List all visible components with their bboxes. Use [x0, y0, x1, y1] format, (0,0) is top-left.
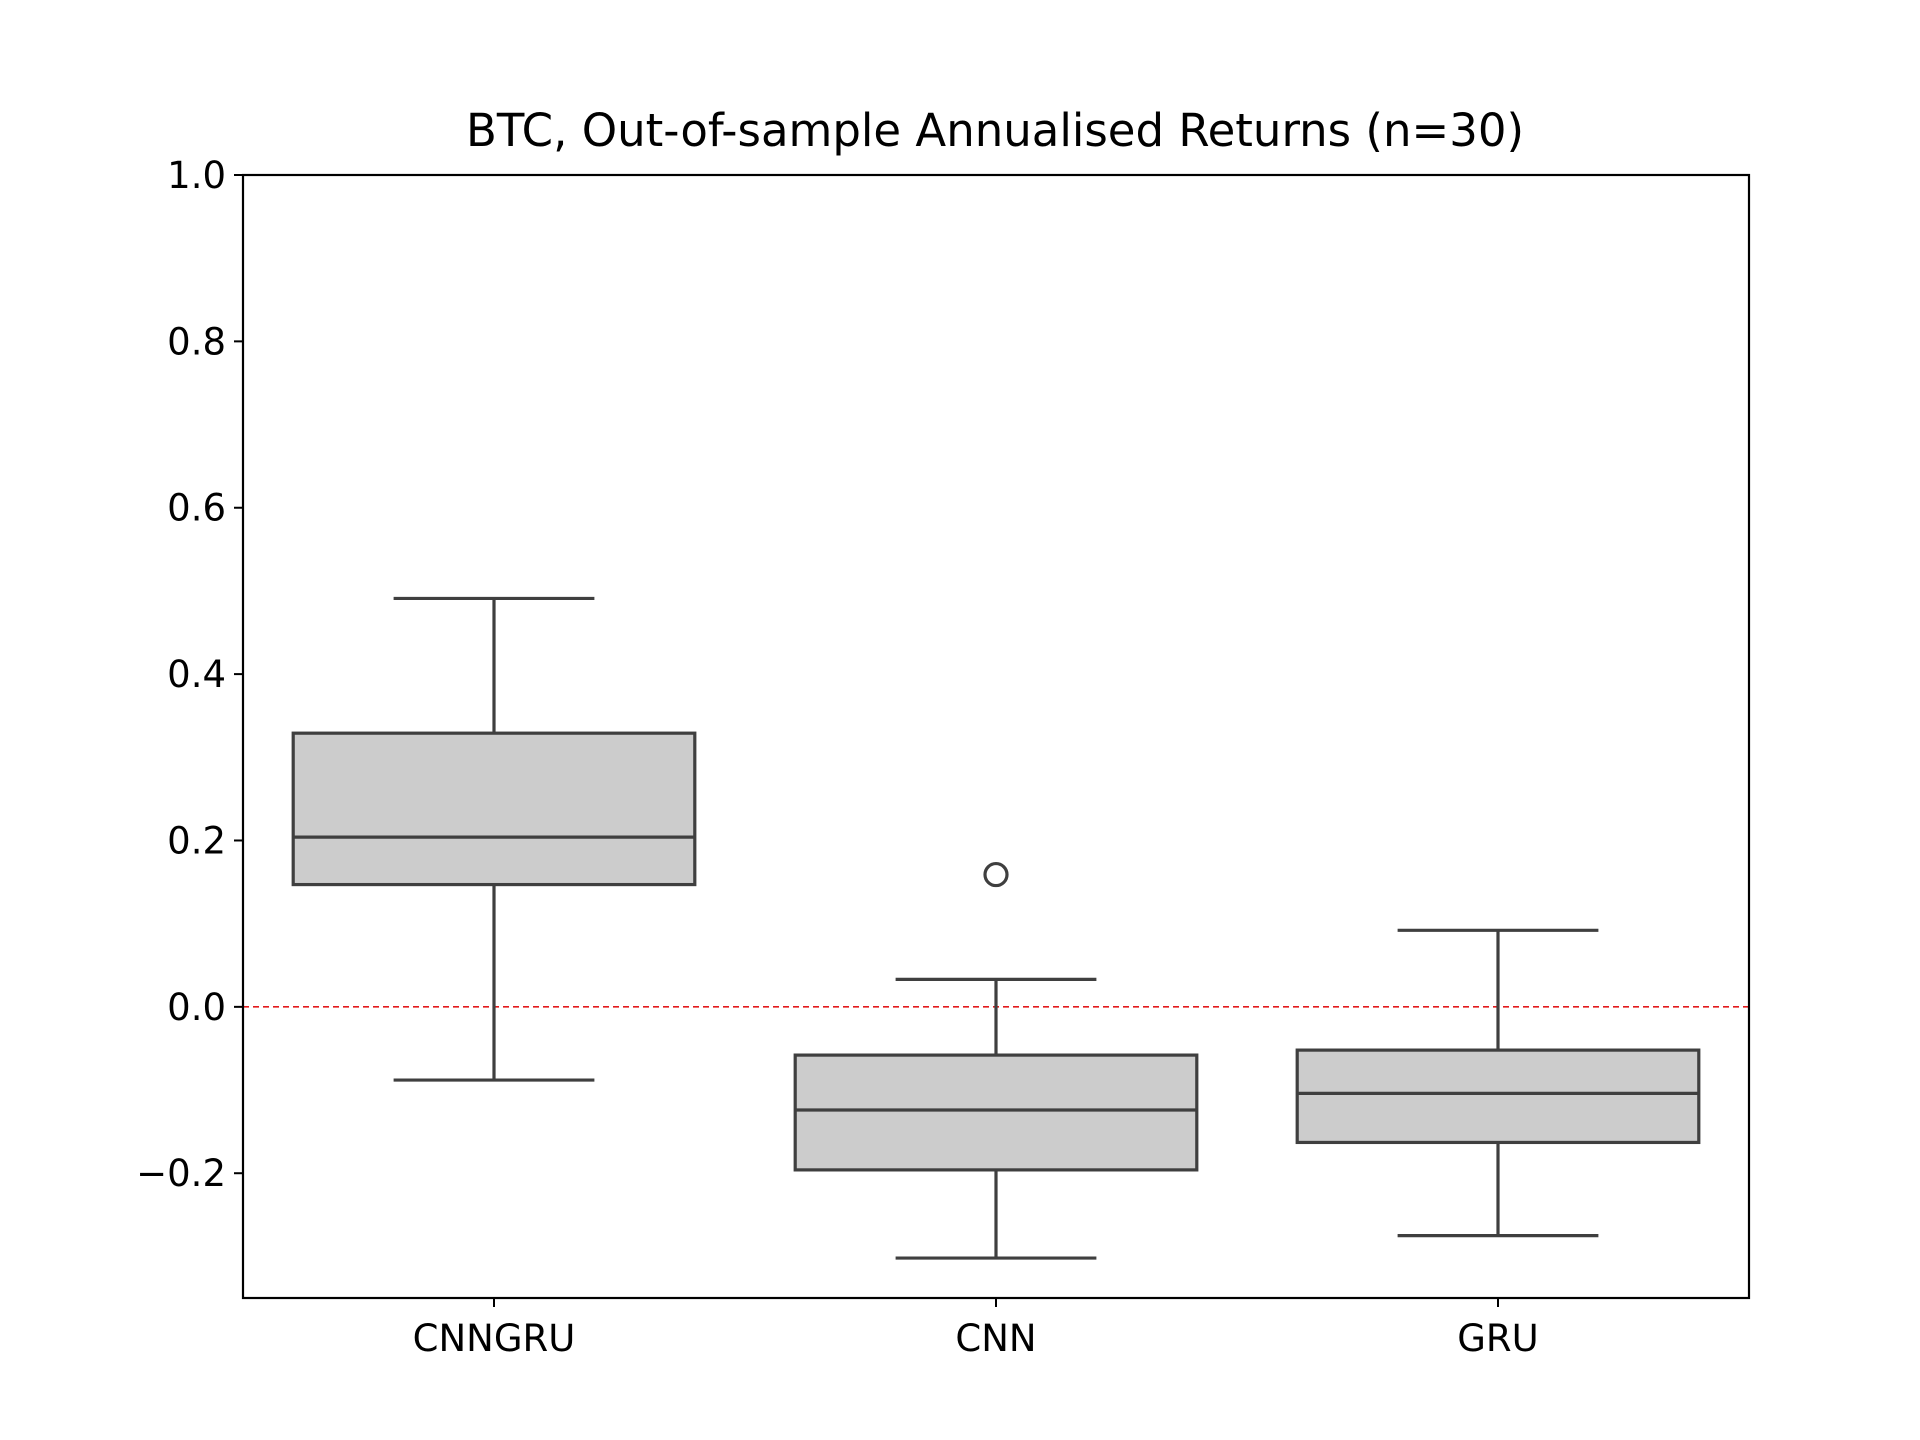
- y-tick-label: 0.0: [167, 986, 226, 1029]
- y-tick-label: 0.4: [167, 653, 226, 696]
- x-tick-label: CNN: [955, 1317, 1036, 1360]
- cnn-box: [793, 1053, 1199, 1172]
- y-tick-label: −0.2: [136, 1152, 226, 1195]
- x-tick-label: GRU: [1457, 1317, 1538, 1360]
- gru-box: [1295, 1048, 1701, 1145]
- y-tick-label: 0.8: [167, 320, 226, 363]
- x-tick-label: CNNGRU: [413, 1317, 576, 1360]
- cnngru-box: [291, 731, 697, 887]
- y-tick-label: 1.0: [167, 154, 226, 197]
- y-tick-label: 0.6: [167, 487, 226, 530]
- chart-title: BTC, Out-of-sample Annualised Returns (n…: [466, 104, 1524, 157]
- cnn-outlier-point: [983, 861, 1009, 888]
- y-tick-label: 0.2: [167, 819, 226, 862]
